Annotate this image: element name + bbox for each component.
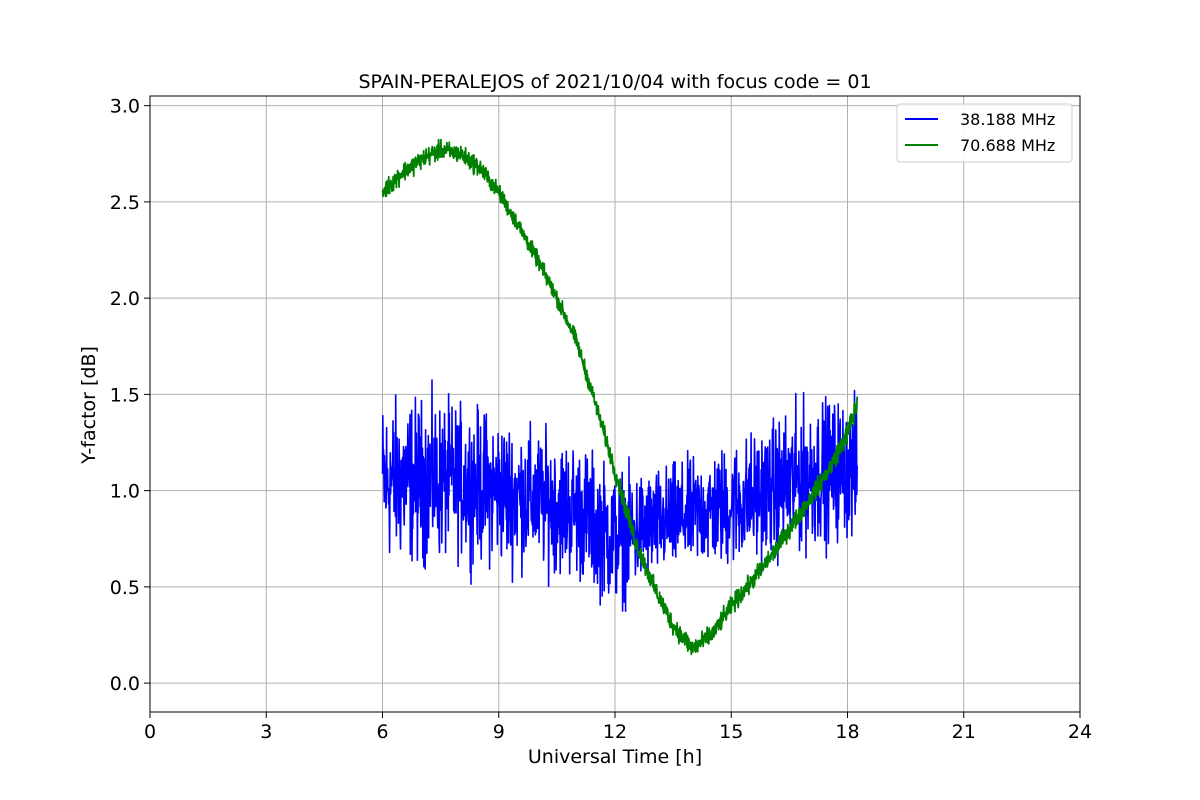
legend: 38.188 MHz 70.688 MHz <box>896 103 1073 163</box>
legend-entry: 38.188 MHz <box>960 110 1055 129</box>
grid <box>149 96 1081 712</box>
y-tick-label: 0.5 <box>110 577 140 599</box>
legend-entry: 70.688 MHz <box>960 136 1055 155</box>
x-tick-label: 3 <box>260 721 272 743</box>
x-tick-label: 6 <box>376 721 388 743</box>
series-layer <box>381 138 859 656</box>
y-tick-label: 2.0 <box>110 288 140 310</box>
y-tick-label: 3.0 <box>110 96 140 118</box>
series-line-2 <box>381 138 859 656</box>
y-tick-label: 0.0 <box>110 673 140 695</box>
y-tick-label: 1.0 <box>110 481 140 503</box>
x-axis-label: Universal Time [h] <box>528 746 702 768</box>
y-tick-label: 1.5 <box>110 384 140 406</box>
ticks: 0 3 6 9 12 15 18 21 24 0.0 0.5 1.0 1.5 2.0 2.5 3.0 <box>110 96 1092 743</box>
y-tick-label: 2.5 <box>110 192 140 214</box>
x-tick-label: 15 <box>719 721 743 743</box>
chart-title: SPAIN-PERALEJOS of 2021/10/04 with focus… <box>358 71 871 93</box>
x-tick-label: 0 <box>144 721 156 743</box>
x-tick-label: 9 <box>493 721 505 743</box>
x-tick-label: 21 <box>952 721 976 743</box>
x-tick-label: 24 <box>1068 721 1092 743</box>
x-tick-label: 12 <box>603 721 627 743</box>
legend-box <box>896 103 1073 163</box>
x-tick-label: 18 <box>835 721 859 743</box>
y-axis-label: Y-factor [dB] <box>78 346 100 465</box>
